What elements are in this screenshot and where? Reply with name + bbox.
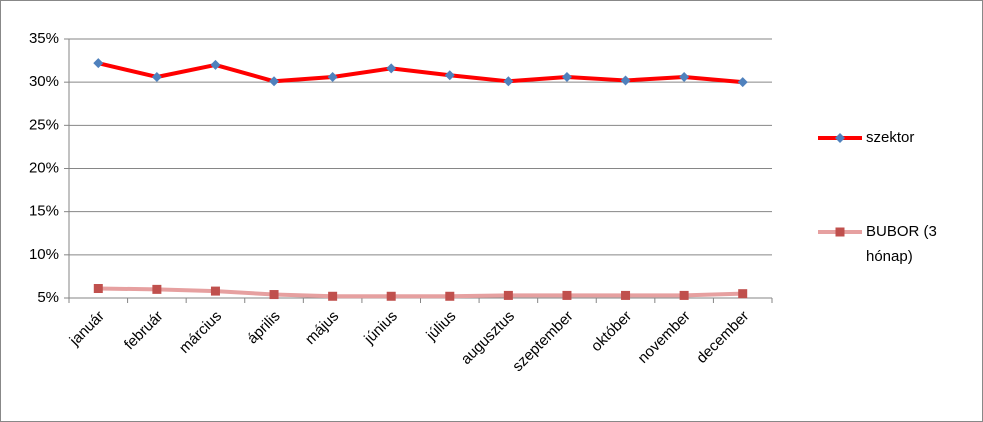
data-point: [210, 286, 220, 296]
y-tick-label: 20%: [29, 159, 59, 176]
data-point: [620, 75, 631, 86]
y-tick-label: 30%: [29, 73, 59, 90]
series-line: [98, 286, 743, 299]
series: [93, 284, 748, 301]
data-point: [738, 289, 748, 299]
legend-label: szektor: [866, 129, 915, 146]
data-point: [679, 290, 689, 300]
data-point: [444, 70, 455, 81]
data-point: [737, 77, 748, 88]
data-point: [386, 63, 397, 74]
legend-label-box: szektor: [866, 129, 915, 146]
data-point: [210, 59, 221, 70]
data-point: [561, 71, 572, 82]
legend-item: szektor: [818, 129, 915, 146]
data-point: [503, 76, 514, 87]
data-point: [562, 290, 572, 300]
data-point: [93, 58, 104, 69]
series: [93, 58, 748, 88]
legend-label-box: BUBOR (3 hónap): [866, 223, 937, 265]
y-tick-label: 10%: [29, 246, 59, 263]
data-point: [621, 290, 631, 300]
data-point: [445, 291, 455, 301]
data-point: [386, 291, 396, 301]
y-tick-label: 5%: [37, 289, 59, 306]
data-point: [327, 71, 338, 82]
data-point: [151, 71, 162, 82]
data-point: [269, 290, 279, 300]
data-point: [328, 291, 338, 301]
series-line: [97, 61, 743, 85]
legend-item: BUBOR (3 hónap): [818, 223, 937, 265]
data-point: [269, 76, 280, 87]
data-point: [679, 71, 690, 82]
legend-label: BUBOR (3 hónap): [866, 223, 937, 265]
data-point: [93, 284, 103, 294]
data-point: [835, 133, 845, 143]
data-point: [152, 284, 162, 294]
data-point: [835, 227, 845, 237]
y-tick-label: 15%: [29, 203, 59, 220]
y-tick-label: 25%: [29, 116, 59, 133]
data-point: [503, 290, 513, 300]
y-tick-label: 35%: [29, 30, 59, 47]
